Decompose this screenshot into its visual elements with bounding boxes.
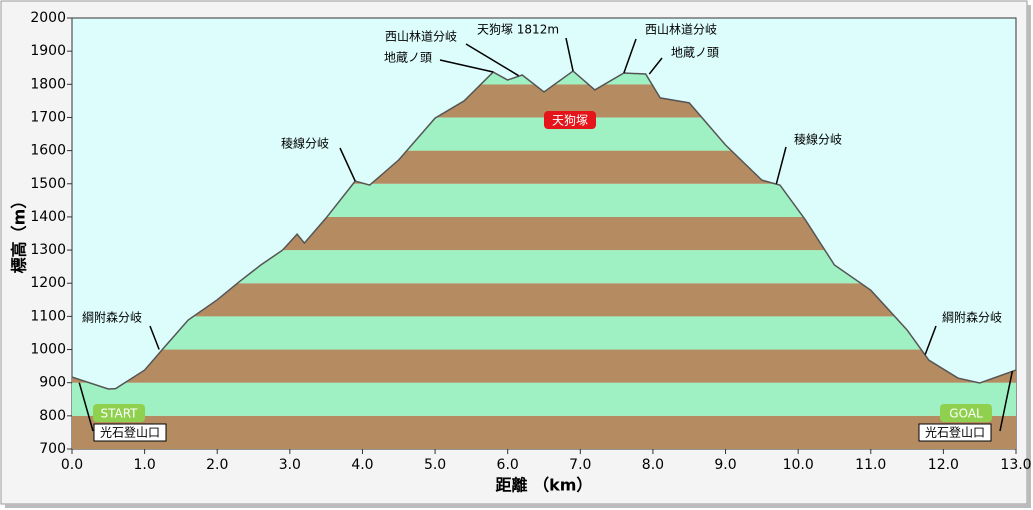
x-tick-label: 9.0 — [714, 457, 736, 473]
x-tick-label: 7.0 — [569, 457, 591, 473]
y-tick-label: 1300 — [30, 242, 66, 258]
annotation-label: 綱附森分岐 — [82, 310, 142, 325]
annotation-box — [918, 423, 992, 442]
y-tick-label: 1700 — [30, 109, 66, 125]
annotation-pointer — [648, 57, 663, 75]
annotation-pointer — [623, 38, 637, 74]
annotation-label: 西山林道分岐 — [385, 30, 457, 44]
y-tick-label: 700 — [39, 441, 66, 457]
frame-shadow — [1027, 5, 1031, 508]
x-tick-label: 13.0 — [1000, 457, 1031, 473]
x-tick-label: 5.0 — [424, 457, 446, 473]
annotation-pointer — [924, 325, 937, 355]
x-tick-label: 8.0 — [642, 457, 664, 473]
elevation-band — [72, 316, 1016, 350]
y-axis-title: 標高（m） — [10, 193, 29, 274]
x-tick-label: 0.0 — [61, 457, 83, 473]
start-badge: START — [100, 407, 138, 421]
annotation-pointer — [439, 59, 494, 73]
profile-line — [71, 70, 1017, 390]
y-tick-label: 900 — [39, 375, 66, 391]
elevation-band — [72, 415, 1016, 449]
x-tick-label: 2.0 — [206, 457, 228, 473]
annotation-pointer — [775, 146, 787, 184]
goal-badge-bg — [940, 404, 992, 422]
y-tick-label: 1600 — [30, 143, 66, 159]
y-tick-label: 2000 — [30, 10, 66, 26]
annotation-pointer — [339, 147, 356, 182]
y-tick-label: 1800 — [30, 76, 66, 92]
goal-badge: GOAL — [949, 407, 983, 421]
y-tick-label: 1100 — [30, 308, 66, 324]
x-tick-label: 1.0 — [133, 457, 155, 473]
y-tick-label: 1500 — [30, 176, 66, 192]
annotation-box — [93, 423, 167, 442]
annotation-label: 天狗塚 1812m — [477, 23, 559, 37]
summit-badge: 天狗塚 — [552, 114, 588, 128]
annotation-label: 稜線分岐 — [794, 132, 842, 147]
y-tick-label: 800 — [39, 408, 66, 424]
annotation-pointer — [78, 382, 94, 432]
frame-shadow — [5, 504, 1029, 508]
y-tick-label: 1900 — [30, 43, 66, 59]
annotation-pointer — [149, 325, 160, 350]
elevation-band — [72, 382, 1016, 416]
annotation-pointer — [999, 370, 1014, 432]
annotation-label: 綱附森分岐 — [942, 310, 1002, 325]
annotation-label: 西山林道分岐 — [645, 23, 717, 37]
annotation-label: 地蔵ノ頭 — [384, 51, 432, 65]
annotation-pointer — [465, 43, 519, 77]
annotation-label: 稜線分岐 — [281, 136, 329, 151]
y-tick-label: 1000 — [30, 342, 66, 358]
annotation-label: 地蔵ノ頭 — [671, 46, 719, 60]
x-axis-title: 距離 （km） — [496, 476, 593, 495]
x-tick-label: 11.0 — [855, 457, 886, 473]
x-tick-label: 6.0 — [497, 457, 519, 473]
annotation-label: 光石登山口 — [925, 425, 985, 440]
summit-badge-bg — [544, 111, 596, 129]
start-badge-bg — [93, 404, 145, 422]
x-tick-label: 10.0 — [783, 457, 814, 473]
x-tick-label: 4.0 — [351, 457, 373, 473]
annotation-label: 光石登山口 — [100, 425, 160, 440]
annotation-pointer — [565, 37, 574, 72]
x-tick-label: 3.0 — [279, 457, 301, 473]
elevation-band — [72, 349, 1016, 383]
y-tick-label: 1200 — [30, 275, 66, 291]
y-tick-label: 1400 — [30, 209, 66, 225]
x-tick-label: 12.0 — [928, 457, 959, 473]
